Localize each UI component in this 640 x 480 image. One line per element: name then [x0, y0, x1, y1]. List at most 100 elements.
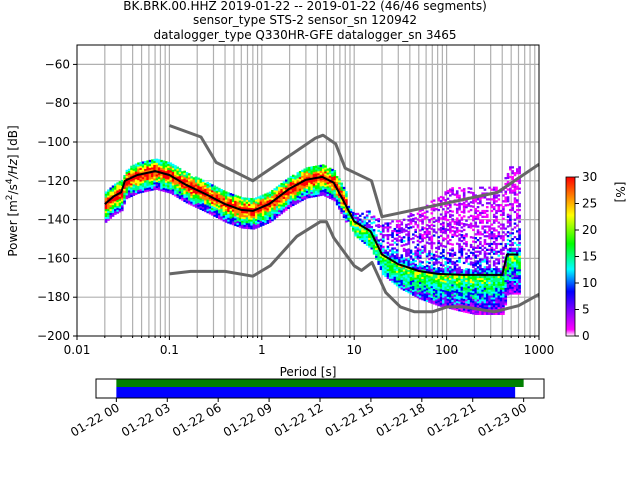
- heatmap-cell: [388, 253, 392, 256]
- heatmap-cell: [301, 193, 304, 196]
- heatmap-cell: [425, 288, 429, 291]
- heatmap-cell: [301, 175, 304, 178]
- heatmap-cell: [287, 199, 290, 202]
- heatmap-cell: [428, 294, 431, 298]
- heatmap-cell: [412, 270, 415, 273]
- heatmap-cell: [483, 268, 487, 271]
- heatmap-cell: [446, 242, 450, 245]
- heatmap-cell: [499, 291, 503, 294]
- heatmap-cell: [224, 205, 228, 208]
- heatmap-cell: [485, 206, 489, 209]
- heatmap-cell: [430, 276, 434, 279]
- heatmap-cell: [435, 270, 438, 273]
- heatmap-cell: [409, 282, 413, 285]
- heatmap-cell: [469, 290, 473, 293]
- heatmap-cell: [201, 197, 205, 200]
- heatmap-cell: [502, 285, 505, 288]
- heatmap-cell: [326, 168, 330, 171]
- heatmap-cell: [254, 205, 258, 208]
- heatmap-cell: [278, 202, 281, 205]
- heatmap-cell: [488, 225, 491, 228]
- heatmap-cell: [481, 192, 484, 195]
- heatmap-cell: [515, 276, 519, 280]
- heatmap-cell: [248, 223, 251, 226]
- heatmap-cell: [467, 276, 471, 279]
- heatmap-cell: [335, 199, 339, 202]
- heatmap-cell: [492, 306, 496, 310]
- heatmap-cell: [398, 264, 401, 267]
- heatmap-cell: [120, 181, 124, 185]
- heatmap-cell: [402, 259, 406, 262]
- heatmap-cell: [492, 240, 496, 244]
- heatmap-cell: [483, 260, 487, 263]
- heatmap-cell: [340, 211, 344, 214]
- heatmap-cell: [372, 215, 376, 218]
- heatmap-cell: [116, 201, 119, 204]
- heatmap-cell: [513, 263, 517, 266]
- colorbar-tick-label: 20: [582, 223, 597, 237]
- heatmap-cell: [271, 195, 274, 199]
- heatmap-cell: [428, 250, 431, 253]
- heatmap-cell: [120, 207, 124, 210]
- heatmap-cell: [120, 179, 124, 183]
- heatmap-cell: [139, 181, 143, 184]
- heatmap-cell: [395, 233, 399, 236]
- heatmap-cell: [254, 212, 258, 216]
- heatmap-cell: [398, 256, 401, 260]
- heatmap-cell: [513, 271, 517, 274]
- heatmap-cell: [164, 168, 168, 172]
- heatmap-cell: [458, 243, 461, 246]
- heatmap-cell: [388, 266, 392, 270]
- heatmap-cell: [245, 220, 249, 224]
- heatmap-cell: [104, 191, 108, 194]
- heatmap-cell: [345, 218, 348, 221]
- heatmap-cell: [502, 281, 505, 284]
- heatmap-cell: [462, 285, 466, 288]
- heatmap-cell: [201, 183, 205, 186]
- heatmap-cell: [245, 205, 249, 208]
- heatmap-cell: [428, 221, 431, 224]
- heatmap-cell: [215, 215, 219, 219]
- heatmap-cell: [455, 279, 459, 282]
- heatmap-cell: [116, 197, 119, 201]
- heatmap-cell: [388, 255, 392, 258]
- heatmap-cell: [264, 203, 267, 206]
- heatmap-cell: [502, 231, 505, 234]
- heatmap-cell: [453, 267, 457, 270]
- heatmap-cell: [289, 177, 293, 181]
- heatmap-cell: [506, 267, 510, 271]
- heatmap-cell: [492, 221, 496, 224]
- heatmap-cell: [442, 237, 445, 240]
- heatmap-cell: [289, 199, 293, 202]
- heatmap-cell: [259, 203, 263, 206]
- heatmap-cell: [358, 236, 362, 239]
- heatmap-cell: [211, 201, 214, 204]
- heatmap-cell: [481, 260, 484, 263]
- heatmap-cell: [497, 299, 501, 302]
- heatmap-cell: [317, 170, 320, 174]
- heatmap-cell: [485, 303, 489, 306]
- heatmap-cell: [412, 291, 415, 294]
- heatmap-cell: [458, 280, 461, 283]
- heatmap-cell: [435, 303, 438, 306]
- heatmap-cell: [187, 194, 191, 197]
- heatmap-cell: [361, 237, 364, 241]
- heatmap-cell: [506, 200, 510, 203]
- heatmap-cell: [515, 251, 519, 254]
- heatmap-cell: [435, 268, 438, 271]
- heatmap-cell: [252, 207, 256, 211]
- heatmap-cell: [462, 261, 466, 265]
- heatmap-cell: [361, 233, 364, 237]
- heatmap-cell: [368, 227, 371, 231]
- heatmap-cell: [518, 243, 521, 247]
- heatmap-cell: [421, 280, 424, 283]
- heatmap-cell: [155, 162, 159, 165]
- heatmap-cell: [518, 236, 521, 239]
- heatmap-cell: [511, 203, 514, 206]
- heatmap-cell: [190, 189, 193, 193]
- heatmap-cell: [481, 271, 484, 275]
- heatmap-cell: [430, 280, 434, 283]
- heatmap-cell: [250, 223, 253, 226]
- heatmap-cell: [490, 204, 494, 207]
- heatmap-cell: [511, 228, 514, 231]
